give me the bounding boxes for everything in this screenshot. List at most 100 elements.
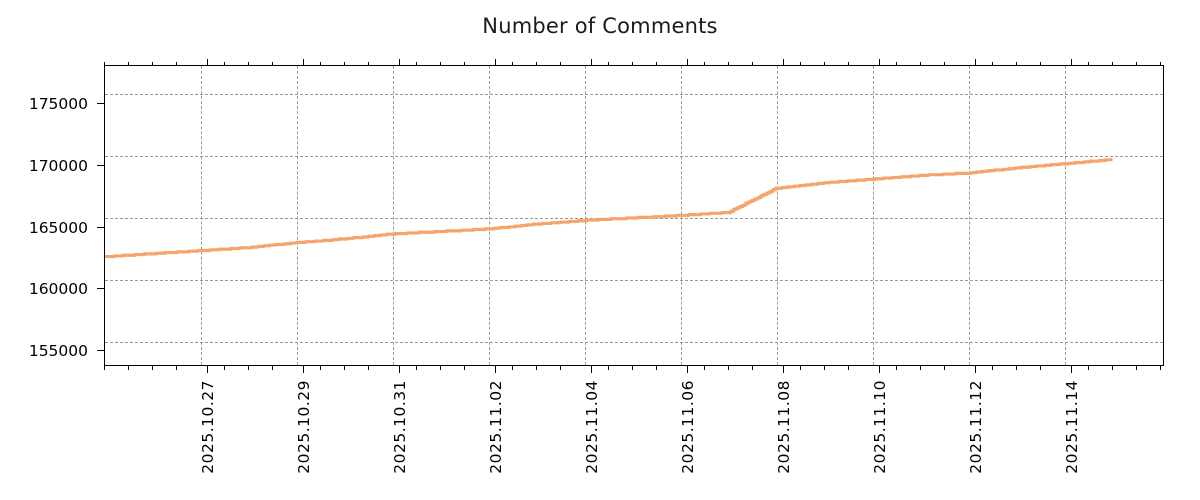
- ytick-label-160000: 160000: [28, 280, 88, 298]
- gridline-x-2025-11-04: [585, 66, 586, 365]
- xtick-mark-minor-top: [128, 62, 129, 66]
- xtick-mark-top-2025-11-10: [879, 59, 880, 66]
- xtick-mark-minor-top: [1016, 62, 1017, 66]
- xtick-mark-minor: [632, 366, 633, 370]
- xtick-mark-minor: [128, 366, 129, 370]
- xtick-mark-minor: [800, 366, 801, 370]
- xtick-mark-minor-top: [1112, 62, 1113, 66]
- ytick-mark-170000: [97, 165, 104, 166]
- xtick-mark-minor-top: [992, 62, 993, 66]
- xtick-mark-minor-top: [104, 62, 105, 66]
- xtick-label-2025-11-02: 2025.11.02: [487, 380, 505, 474]
- xtick-mark-minor-top: [1136, 62, 1137, 66]
- gridline-x-2025-10-29: [297, 66, 298, 365]
- xtick-label-2025-11-12: 2025.11.12: [967, 380, 985, 474]
- xtick-mark-minor: [104, 366, 105, 370]
- xtick-mark-minor: [320, 366, 321, 370]
- xtick-mark-minor-top: [632, 62, 633, 66]
- xtick-mark-top-2025-11-02: [495, 59, 496, 66]
- ytick-mark-160000: [97, 288, 104, 289]
- xtick-label-2025-11-06: 2025.11.06: [679, 380, 697, 474]
- xtick-mark-2025-10-31: [399, 366, 400, 373]
- xtick-mark-minor: [728, 366, 729, 370]
- xtick-mark-minor: [464, 366, 465, 370]
- xtick-label-2025-10-27: 2025.10.27: [199, 380, 217, 474]
- xtick-mark-minor-top: [896, 62, 897, 66]
- xtick-mark-2025-11-12: [975, 366, 976, 373]
- ytick-label-175000: 175000: [28, 95, 88, 113]
- xtick-mark-minor: [224, 366, 225, 370]
- gridline-x-2025-11-08: [777, 66, 778, 365]
- xtick-mark-top-2025-10-31: [399, 59, 400, 66]
- xtick-mark-minor-top: [512, 62, 513, 66]
- xtick-mark-minor: [512, 366, 513, 370]
- xtick-mark-minor-top: [800, 62, 801, 66]
- xtick-mark-minor: [536, 366, 537, 370]
- xtick-mark-minor-top: [176, 62, 177, 66]
- xtick-mark-minor-top: [1160, 62, 1161, 66]
- xtick-label-2025-10-31: 2025.10.31: [391, 380, 409, 474]
- xtick-mark-minor-top: [248, 62, 249, 66]
- plot-area: [104, 65, 1164, 366]
- xtick-mark-minor: [656, 366, 657, 370]
- xtick-mark-top-2025-11-04: [591, 59, 592, 66]
- xtick-mark-minor: [1040, 366, 1041, 370]
- xtick-mark-minor: [1160, 366, 1161, 370]
- xtick-label-2025-11-04: 2025.11.04: [583, 380, 601, 474]
- xtick-mark-minor: [824, 366, 825, 370]
- xtick-mark-2025-11-08: [783, 366, 784, 373]
- xtick-mark-top-2025-11-14: [1071, 59, 1072, 66]
- xtick-mark-top-2025-10-29: [303, 59, 304, 66]
- xtick-mark-minor: [440, 366, 441, 370]
- gridline-x-2025-11-10: [873, 66, 874, 365]
- xtick-mark-2025-11-10: [879, 366, 880, 373]
- xtick-mark-2025-11-04: [591, 366, 592, 373]
- xtick-label-2025-11-08: 2025.11.08: [775, 380, 793, 474]
- xtick-mark-minor-top: [608, 62, 609, 66]
- xtick-mark-minor-top: [752, 62, 753, 66]
- ytick-label-155000: 155000: [28, 342, 88, 360]
- gridline-y-170000: [105, 156, 1163, 158]
- xtick-mark-minor: [992, 366, 993, 370]
- xtick-mark-2025-11-02: [495, 366, 496, 373]
- xtick-mark-minor-top: [728, 62, 729, 66]
- xtick-mark-minor-top: [944, 62, 945, 66]
- xtick-mark-minor-top: [368, 62, 369, 66]
- xtick-mark-top-2025-11-12: [975, 59, 976, 66]
- xtick-mark-minor-top: [920, 62, 921, 66]
- gridline-x-2025-11-14: [1065, 66, 1066, 365]
- gridline-y-160000: [105, 280, 1163, 282]
- xtick-mark-minor-top: [152, 62, 153, 66]
- xtick-mark-minor: [752, 366, 753, 370]
- ytick-mark-155000: [97, 350, 104, 351]
- ytick-label-165000: 165000: [28, 219, 88, 237]
- series-line-comments: [105, 157, 1113, 259]
- gridline-x-2025-11-02: [489, 66, 490, 365]
- xtick-mark-minor-top: [1040, 62, 1041, 66]
- gridline-x-2025-11-12: [969, 66, 970, 365]
- xtick-mark-minor-top: [344, 62, 345, 66]
- xtick-mark-2025-10-29: [303, 366, 304, 373]
- xtick-label-2025-10-29: 2025.10.29: [295, 380, 313, 474]
- xtick-mark-minor: [248, 366, 249, 370]
- xtick-mark-2025-11-06: [687, 366, 688, 373]
- xtick-mark-minor-top: [416, 62, 417, 66]
- xtick-mark-minor: [608, 366, 609, 370]
- xtick-mark-minor-top: [656, 62, 657, 66]
- xtick-mark-minor-top: [224, 62, 225, 66]
- xtick-mark-2025-10-27: [207, 366, 208, 373]
- xtick-mark-minor: [704, 366, 705, 370]
- xtick-mark-minor: [920, 366, 921, 370]
- ytick-label-170000: 170000: [28, 157, 88, 175]
- gridline-x-2025-10-27: [201, 66, 202, 365]
- xtick-mark-minor: [152, 366, 153, 370]
- xtick-mark-minor: [344, 366, 345, 370]
- xtick-mark-minor: [848, 366, 849, 370]
- xtick-mark-minor: [896, 366, 897, 370]
- xtick-mark-minor-top: [464, 62, 465, 66]
- xtick-mark-minor: [416, 366, 417, 370]
- gridline-x-2025-10-31: [393, 66, 394, 365]
- xtick-label-2025-11-10: 2025.11.10: [871, 380, 889, 474]
- xtick-mark-minor: [368, 366, 369, 370]
